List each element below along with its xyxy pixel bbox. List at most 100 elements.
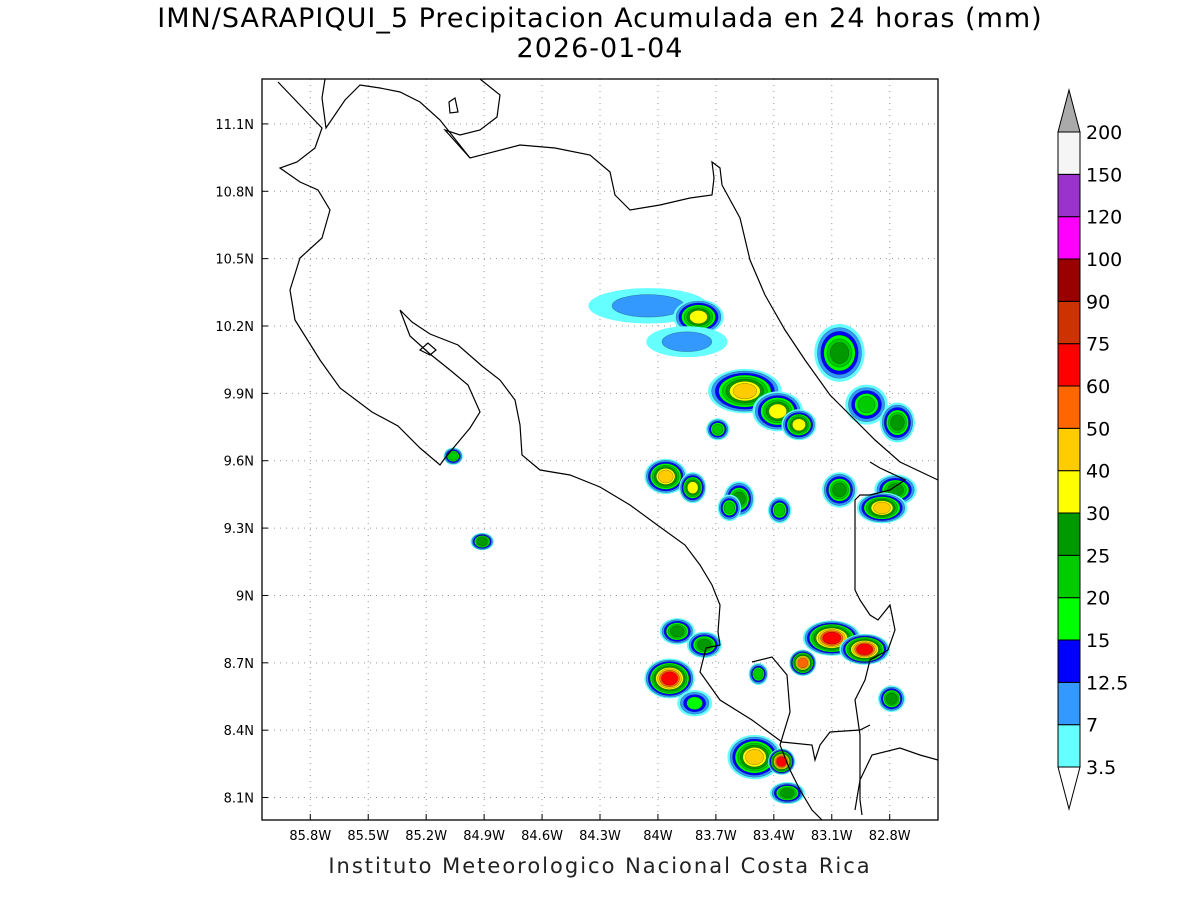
lat-tick-label: 9N <box>236 589 254 604</box>
lat-tick-label: 10.5N <box>215 253 254 268</box>
colorbar-arrow-low <box>1057 766 1081 811</box>
precip-cell <box>659 618 695 645</box>
precip-cell <box>781 409 817 441</box>
precip-cell <box>879 402 915 443</box>
colorbar-label: 25 <box>1086 545 1110 567</box>
lon-tick-label: 84.6W <box>521 829 563 844</box>
precip-cell <box>706 418 730 441</box>
lon-tick-label: 84.9W <box>463 829 505 844</box>
colorbar-swatch <box>1057 470 1081 514</box>
precip-contour <box>792 418 806 432</box>
lat-tick-label: 9.3N <box>224 522 254 537</box>
colorbar-swatch <box>1057 173 1081 218</box>
colorbar-swatch <box>1057 681 1081 726</box>
lon-tick-label: 84W <box>643 829 673 844</box>
caribbean-coastline <box>443 79 938 481</box>
map-title: IMN/SARAPIQUI_5 Precipitacion Acumulada … <box>157 3 1043 34</box>
precip-cell <box>856 492 908 524</box>
lon-tick-label: 83.7W <box>695 829 737 844</box>
colorbar-label: 50 <box>1086 418 1110 440</box>
colorbar-label: 60 <box>1086 376 1110 398</box>
precip-contour <box>780 787 795 799</box>
precip-contour <box>732 383 757 400</box>
colorbar-label: 12.5 <box>1086 672 1128 694</box>
precip-cell <box>727 734 782 780</box>
precip-cell <box>677 690 713 717</box>
precip-contour <box>670 625 685 638</box>
northern-border <box>321 79 471 159</box>
precip-cell <box>845 384 888 425</box>
precip-contour <box>857 396 876 414</box>
pacific-coastline <box>277 81 871 763</box>
lat-tick-label: 8.7N <box>224 657 254 672</box>
precip-cell <box>874 474 917 506</box>
colorbar-label: 3.5 <box>1086 757 1116 779</box>
colorbar-label: 150 <box>1086 164 1122 186</box>
colorbar-swatch <box>1057 216 1081 260</box>
colorbar-label: 100 <box>1086 249 1122 271</box>
precip-contour <box>697 638 712 651</box>
precip-cell <box>673 299 724 335</box>
colorbar-swatch <box>1057 300 1081 345</box>
colorbar-label: 15 <box>1086 630 1110 652</box>
precip-cell <box>644 658 695 699</box>
precip-cell <box>470 532 494 551</box>
lat-tick-label: 8.4N <box>224 724 254 739</box>
colorbar-legend: 3.5 7 12.5 15 20 25 30 40 50 60 75 90 100 120 150 200 <box>1057 88 1128 811</box>
precip-contour <box>873 501 891 514</box>
colorbar-swatch <box>1057 639 1081 683</box>
colorbar-label: 200 <box>1086 122 1122 144</box>
precip-contour <box>661 331 713 352</box>
precip-cell <box>878 685 906 712</box>
lon-tick-label: 83.1W <box>811 829 853 844</box>
precip-cell <box>769 782 805 805</box>
colorbar-swatch <box>1057 343 1081 387</box>
colorbar-swatch <box>1057 512 1081 556</box>
precip-contour <box>686 696 703 710</box>
colorbar-swatch <box>1057 131 1081 175</box>
colorbar-swatch <box>1057 258 1081 302</box>
lake-outline <box>448 97 459 114</box>
colorbar-label: 75 <box>1086 334 1110 356</box>
precip-contour <box>687 481 699 494</box>
precip-contour <box>657 469 674 484</box>
precip-contour <box>476 537 488 546</box>
precip-cell <box>814 324 865 382</box>
colorbar-label: 90 <box>1086 291 1110 313</box>
precip-contour <box>822 631 842 645</box>
precip-contour <box>753 668 764 680</box>
lon-tick-label: 85.2W <box>405 829 447 844</box>
precip-contour <box>797 657 809 669</box>
axis-labels: 85.8W 85.5W 85.2W 84.9W 84.6W 84.3W 84W 83.7W 83… <box>215 118 910 844</box>
precipitation-field <box>443 288 917 805</box>
lat-tick-label: 9.6N <box>224 455 254 470</box>
precip-cell <box>748 663 769 686</box>
precip-contour <box>689 310 708 325</box>
colorbar-swatch <box>1057 724 1081 768</box>
colorbar-swatch <box>1057 597 1081 641</box>
island-outline <box>418 342 437 356</box>
lat-tick-label: 10.2N <box>215 320 254 335</box>
colorbar-swatch <box>1057 385 1081 429</box>
lat-tick-label: 11.1N <box>215 118 254 133</box>
coastline-borders <box>277 79 938 820</box>
colorbar-label: 20 <box>1086 588 1110 610</box>
colorbar-label: 40 <box>1086 461 1110 483</box>
colorbar-arrow-high <box>1057 88 1081 133</box>
precip-contour <box>611 294 685 318</box>
precip-cell <box>821 472 857 508</box>
lon-tick-label: 82.8W <box>869 829 911 844</box>
precip-contour <box>832 482 847 498</box>
precip-contour <box>768 403 787 419</box>
lon-tick-label: 84.3W <box>579 829 621 844</box>
precip-contour <box>774 503 786 517</box>
colorbar-swatch <box>1057 427 1081 472</box>
footer-credit: Instituto Meteorologico Nacional Costa R… <box>328 854 872 878</box>
precip-cell <box>717 494 742 522</box>
precip-cell <box>644 458 687 495</box>
precip-contour <box>856 643 874 656</box>
precip-contour <box>661 671 678 686</box>
precip-cell <box>646 326 728 358</box>
precip-cell <box>839 633 890 665</box>
